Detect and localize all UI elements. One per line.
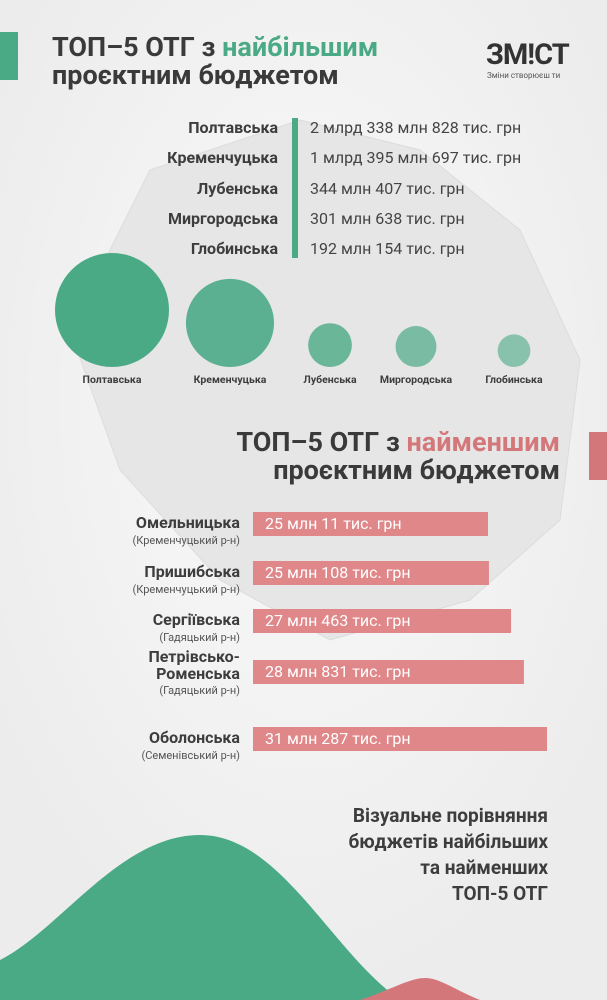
budget-bubble — [55, 253, 169, 367]
region-name: Пришибська — [144, 562, 240, 581]
region-name: Сергіївська — [152, 610, 240, 629]
budget-label: 2 млрд 338 млн 828 тис. грн — [310, 118, 522, 137]
region-name: Глобинська — [190, 239, 278, 259]
divider — [292, 118, 298, 258]
logo-tagline: Зміни створюєш ти — [487, 71, 561, 80]
budget-label: 25 млн 108 тис. грн — [265, 563, 411, 582]
accent-bar — [0, 32, 18, 80]
region-name: Кременчуцька — [167, 148, 278, 168]
title: ТОП–5 ОТГ з найменшим — [236, 428, 560, 456]
bubble-label: Кременчуцька — [193, 373, 267, 386]
title-highlight: найбільшим — [222, 31, 379, 63]
budget-bar — [253, 660, 524, 684]
region-name: Оболонська — [148, 728, 240, 747]
budget-bubble — [497, 334, 531, 368]
title-rest: проєктним бюджетом — [273, 454, 560, 486]
logo: ЗМ!СТ — [486, 38, 570, 72]
region-name: Лубенська — [197, 178, 278, 198]
budget-label: 25 млн 11 тис. грн — [265, 514, 402, 533]
budget-label: 301 млн 638 тис. грн — [310, 208, 465, 228]
region-name: Петрівсько-Роменська — [148, 647, 240, 683]
title-rest: проєктним бюджетом — [52, 59, 339, 91]
district: (Гадяцький р-н) — [159, 631, 240, 644]
district: (Кременчуцький р-н) — [132, 534, 241, 547]
budget-label: 31 млн 287 тис. грн — [265, 729, 411, 748]
footer-text: бюджетів найбільших — [348, 830, 548, 853]
title-lead: ТОП–5 ОТГ з — [52, 31, 216, 63]
budget-label: 192 млн 154 тис. грн — [310, 239, 465, 259]
footer-text: ТОП-5 ОТГ — [452, 882, 548, 905]
budget-bubble — [185, 278, 275, 367]
budget-label: 28 млн 831 тис. грн — [265, 662, 411, 681]
hill — [0, 835, 400, 1000]
district: (Семенівський р-н) — [141, 749, 240, 762]
budget-bar — [253, 727, 547, 751]
budget-label: 1 млрд 395 млн 697 тис. грн — [310, 148, 522, 168]
district: (Кременчуцький р-н) — [132, 583, 241, 596]
accent-bar — [589, 432, 607, 480]
title-highlight: найменшим — [406, 426, 560, 458]
bubble-label: Миргородська — [379, 373, 453, 386]
bubble-label: Полтавська — [82, 373, 142, 386]
hill — [360, 978, 480, 1000]
budget-label: 27 млн 463 тис. грн — [265, 611, 411, 630]
district: (Гадяцький р-н) — [159, 684, 240, 697]
budget-bubble — [308, 323, 352, 367]
title: ТОП–5 ОТГ з найбільшим — [52, 33, 378, 61]
budget-bubble — [395, 326, 437, 368]
footer-text: Візуальне порівняння — [352, 804, 548, 827]
bubble-label: Глобинська — [485, 373, 543, 386]
budget-label: 344 млн 407 тис. грн — [310, 178, 465, 198]
budget-bar — [253, 561, 489, 585]
footer-text: та найменших — [420, 856, 548, 879]
region-name: Полтавська — [188, 118, 278, 137]
title-lead: ТОП–5 ОТГ з — [236, 426, 400, 458]
region-name: Миргородська — [167, 208, 278, 228]
budget-bar — [253, 609, 512, 633]
budget-bar — [253, 512, 489, 536]
map-silhouette — [69, 119, 581, 641]
bubble-label: Лубенська — [303, 373, 357, 386]
region-name: Омельницька — [135, 513, 240, 532]
